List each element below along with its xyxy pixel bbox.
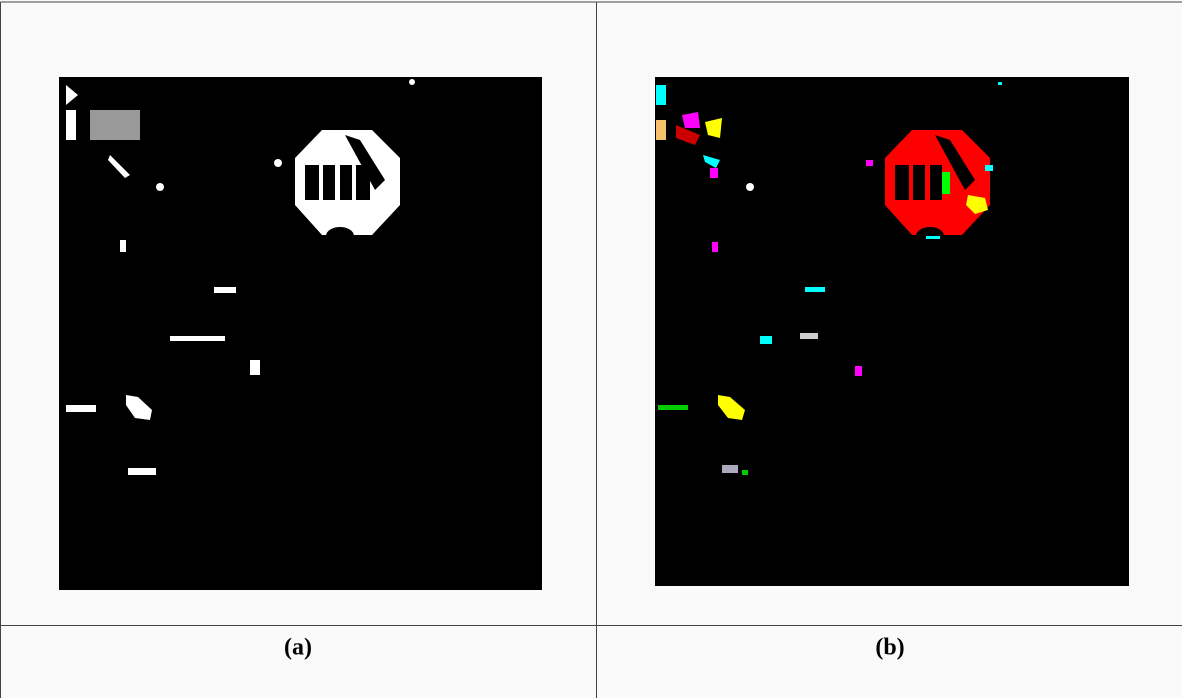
- figure-table: (a) (b): [0, 0, 1182, 698]
- panel-label: (a): [284, 635, 312, 661]
- panel-label: (b): [875, 635, 904, 661]
- image-a: [59, 77, 542, 590]
- image-b: [655, 77, 1129, 586]
- page: (a) (b) (() => { const data = JSON.parse…: [0, 0, 1182, 698]
